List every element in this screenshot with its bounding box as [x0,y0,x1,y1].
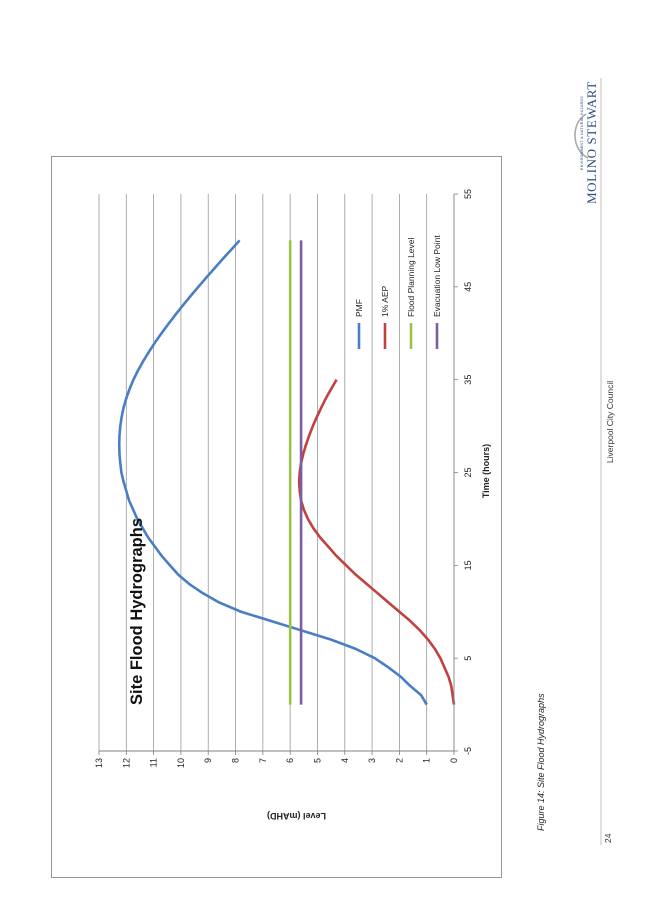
logo-wordmark: MOLINO STEWART [584,81,599,204]
y-tick-label: 9 [203,758,213,763]
y-tick-label: 10 [176,758,186,768]
gridlines [98,194,428,751]
footer-org-name: Liverpool City Council [605,381,615,463]
y-tick-label: 1 [422,758,432,763]
y-tick-label: 4 [340,758,350,763]
series-lines [117,239,456,706]
y-tick-label: 11 [149,758,159,767]
x-tick-label: 35 [463,375,473,385]
y-tick-label: 3 [367,758,377,763]
x-axis-title: Time (hours) [481,444,491,498]
legend-label: Evacuation Low Point [432,235,442,317]
chart-title: Site Flood Hydrographs [128,518,146,705]
legend: PMF 1% AEP Flood Planning Level Evacuation … [354,235,442,349]
legend-label: Flood Planning Level [406,237,416,317]
x-tick-label: 5 [463,656,473,661]
x-tick-label: 15 [463,560,473,570]
y-tick-label: 0 [449,758,459,763]
x-tick-label: 25 [463,467,473,477]
x-tick-label: 45 [463,282,473,292]
y-tick-label: 7 [258,758,268,763]
x-tick-label: -5 [463,747,473,755]
legend-label: PMF [354,299,364,317]
y-tick-label: 13 [94,758,104,768]
legend-label: 1% AEP [380,285,390,317]
logo-swoosh-icon [574,113,589,159]
page-number: 24 [603,833,613,843]
y-tick-label: 2 [394,758,404,763]
x-tick-label: 55 [463,189,473,199]
series-line-pmf [117,239,428,706]
axes [98,193,458,755]
y-tick-label: 5 [312,758,322,763]
y-tick-label: 12 [121,758,131,768]
logo: MOLINO STEWART ENVIRONMENT & NATURAL HAZ… [574,81,599,204]
series-line-1-aep [297,379,456,705]
y-tick-label: 6 [285,758,295,763]
figure-caption: Figure 14: Site Flood Hydrographs [536,693,546,831]
y-axis-title: Level (mAHD) [267,811,326,821]
logo-tagline: ENVIRONMENT & NATURAL HAZARDS [580,96,584,170]
y-tick-label: 8 [231,758,241,763]
